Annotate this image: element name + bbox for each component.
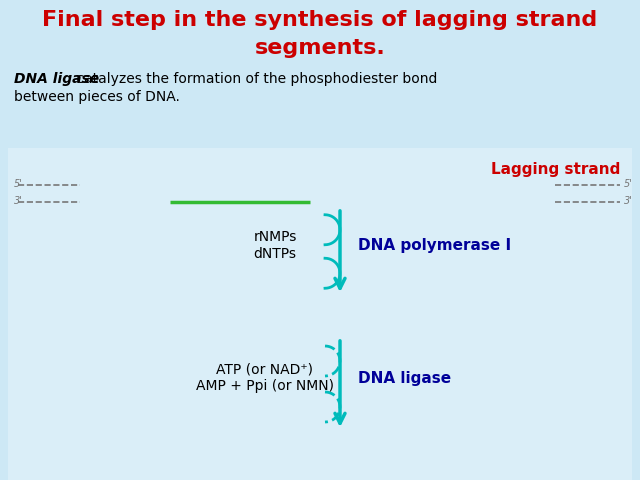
Text: ATP (or NAD⁺)
AMP + Ppi (or NMN): ATP (or NAD⁺) AMP + Ppi (or NMN) [196,363,334,393]
Bar [8,148,632,480]
Text: 5': 5' [624,179,633,189]
Text: DNA ligase: DNA ligase [358,371,451,385]
Text: Final step in the synthesis of lagging strand: Final step in the synthesis of lagging s… [42,10,598,30]
Text: rNMPs
dNTPs: rNMPs dNTPs [253,230,297,261]
Text: segments.: segments. [255,38,385,58]
Text: Lagging strand: Lagging strand [491,162,620,177]
Text: DNA polymerase I: DNA polymerase I [358,238,511,253]
Text: DNA ligase: DNA ligase [14,72,99,86]
Text: 3': 3' [624,196,633,206]
Text: between pieces of DNA.: between pieces of DNA. [14,90,180,104]
Text: 3': 3' [14,196,23,206]
Text: 5': 5' [14,179,23,189]
Text: catalyzes the formation of the phosphodiester bond: catalyzes the formation of the phosphodi… [72,72,437,86]
